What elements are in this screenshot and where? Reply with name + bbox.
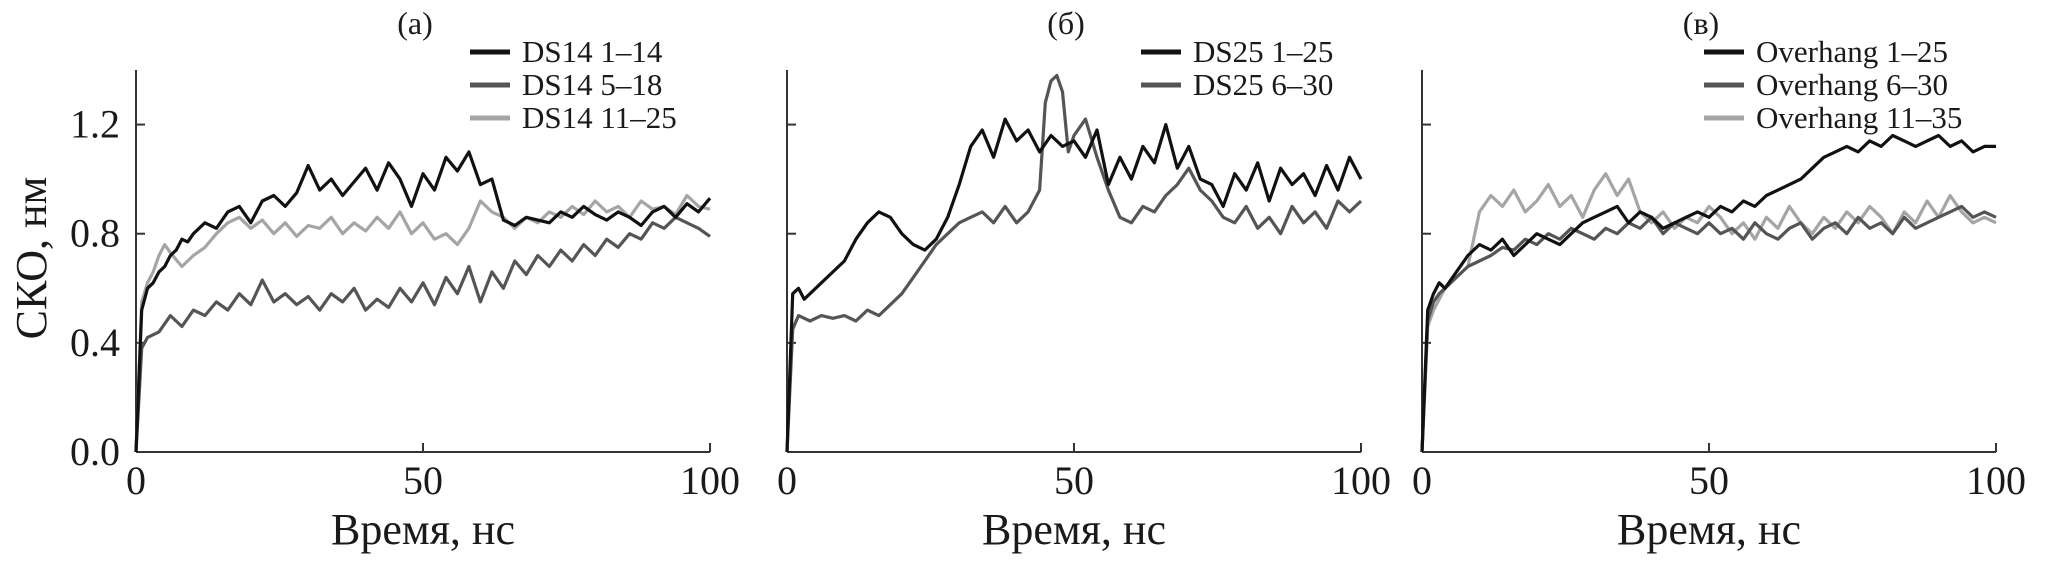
series-line-1 [785, 117, 1363, 453]
panel-label: (а) [397, 5, 433, 41]
y-tick-label: 0.0 [70, 429, 120, 474]
y-tick-label: 0.8 [70, 211, 120, 256]
series-line-1 [134, 150, 712, 453]
legend-item: DS25 6–30 [1141, 67, 1333, 102]
x-axis-label: Время, нс [982, 505, 1166, 554]
legend-item: DS14 5–18 [470, 67, 662, 102]
x-tick-label: 0 [777, 458, 797, 503]
legend-item: Overhang 1–25 [1704, 34, 1948, 69]
x-axis-label: Время, нс [331, 505, 515, 554]
legend-label: Overhang 1–25 [1756, 34, 1948, 69]
x-tick-label: 50 [1054, 458, 1094, 503]
x-tick-label: 100 [680, 458, 740, 503]
legend-label: DS14 11–25 [522, 100, 677, 135]
y-tick-label: 0.4 [70, 320, 120, 365]
legend-item: Overhang 6–30 [1704, 67, 1948, 102]
x-tick-label: 0 [126, 458, 146, 503]
series-line-1 [1420, 133, 1996, 453]
x-tick-label: 50 [403, 458, 443, 503]
series-line-2 [1420, 204, 1997, 453]
y-axis-label: СКО, нм [7, 177, 56, 340]
series-line-2 [785, 73, 1363, 453]
legend-item: DS14 1–14 [470, 34, 663, 69]
legend-item: DS14 11–25 [470, 100, 677, 135]
legend-label: Overhang 6–30 [1756, 67, 1948, 102]
legend-item: DS25 1–25 [1141, 34, 1333, 69]
y-tick-label: 1.2 [70, 102, 120, 147]
legend-label: DS25 6–30 [1193, 67, 1333, 102]
x-axis-label: Время, нс [1617, 505, 1801, 554]
panel-label: (б) [1047, 5, 1085, 41]
legend-label: DS14 5–18 [522, 67, 662, 102]
panel-label: (в) [1683, 5, 1719, 41]
x-tick-label: 100 [1331, 458, 1391, 503]
series-line-2 [134, 215, 711, 453]
x-tick-label: 50 [1689, 458, 1729, 503]
legend-item: Overhang 11–35 [1704, 100, 1962, 135]
x-tick-label: 0 [1412, 458, 1432, 503]
legend-label: DS14 1–14 [522, 34, 663, 69]
x-tick-label: 100 [1966, 458, 2026, 503]
legend-label: DS25 1–25 [1193, 34, 1333, 69]
legend-label: Overhang 11–35 [1756, 100, 1962, 135]
series-line-3 [134, 193, 711, 453]
